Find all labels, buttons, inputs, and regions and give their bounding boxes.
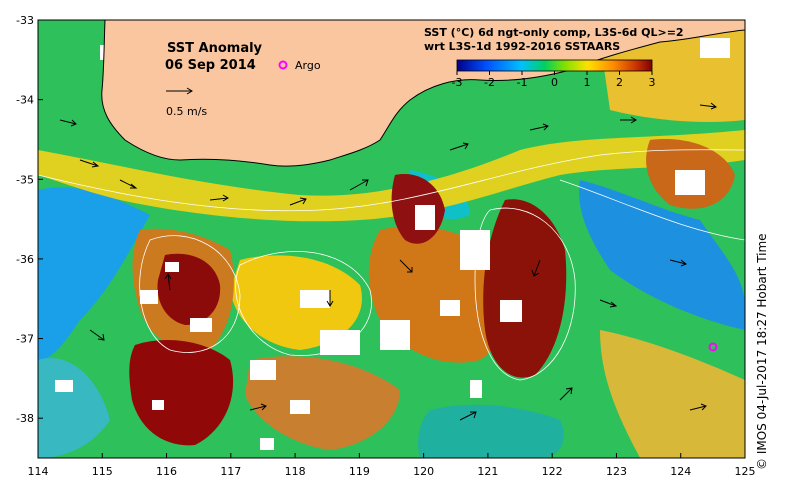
argo-legend-marker (278, 60, 288, 70)
colorbar-gradient (456, 59, 653, 72)
lon-tick-label: 116 (156, 465, 177, 478)
lon-tick-label: 125 (735, 465, 756, 478)
lon-tick-label: 115 (92, 465, 113, 478)
lat-tick-label: -33 (16, 14, 34, 27)
lon-tick-label: 118 (285, 465, 306, 478)
lon-tick-label: 122 (542, 465, 563, 478)
lon-tick-label: 119 (349, 465, 370, 478)
positive-anomaly-shelf-band (38, 130, 745, 222)
velocity-scale-label: 0.5 m/s (166, 105, 207, 118)
lat-tick-label: -36 (16, 253, 34, 266)
positive-anomaly-southeast (600, 330, 745, 458)
current-vectors (59, 102, 717, 421)
negative-anomaly-east (579, 180, 745, 330)
colorbar-title-line1: SST (°C) 6d ngt-only comp, L3S-6d QL>=2 (424, 26, 684, 39)
colorbar-tick-label: 3 (649, 76, 656, 89)
lon-tick-label: 117 (220, 465, 241, 478)
lon-tick-label: 121 (477, 465, 498, 478)
argo-legend-label: Argo (295, 59, 321, 72)
lat-tick-label: -38 (16, 412, 34, 425)
map-date: 06 Sep 2014 (165, 58, 256, 73)
lon-tick-label: 114 (28, 465, 49, 478)
negative-anomaly-south (418, 404, 564, 458)
negative-anomaly-west (38, 187, 150, 360)
positive-anomaly-orange-south (245, 356, 400, 450)
credit-text: © IMOS 04-Jul-2017 18:27 Hobart Time (755, 233, 769, 470)
colorbar-tick-label: -1 (517, 76, 528, 89)
colorbar: SST (°C) 6d ngt-only comp, L3S-6d QL>=2 … (424, 26, 684, 89)
strong-positive-eddy-southwest (129, 340, 234, 446)
argo-float-marker (708, 342, 718, 352)
colorbar-tick-label: 2 (616, 76, 623, 89)
colorbar-tick-label: 0 (551, 76, 558, 89)
land-mass (101, 20, 745, 167)
lat-tick-label: -37 (16, 333, 34, 346)
map-title: SST Anomaly (167, 41, 263, 56)
lat-tick-label: -35 (16, 173, 34, 186)
strong-positive-eddy-east (483, 199, 567, 378)
map-plot-area (38, 20, 745, 458)
lon-tick-label: 120 (413, 465, 434, 478)
colorbar-tick-label: -3 (452, 76, 463, 89)
velocity-scale: 0.5 m/s (166, 87, 207, 118)
velocity-scale-arrow (166, 87, 193, 95)
sea-level-contours (38, 149, 745, 381)
colorbar-tick-label: -2 (484, 76, 495, 89)
colorbar-tick-label: 1 (584, 76, 591, 89)
positive-anomaly-central-yellow (230, 255, 362, 350)
map-border (37, 19, 746, 459)
lat-tick-label: -34 (16, 94, 34, 107)
argo-legend: Argo (278, 59, 321, 72)
lon-tick-label: 124 (670, 465, 691, 478)
lon-tick-label: 123 (606, 465, 627, 478)
colorbar-title-line2: wrt L3S-1d 1992-2016 SSTAARS (424, 40, 620, 53)
